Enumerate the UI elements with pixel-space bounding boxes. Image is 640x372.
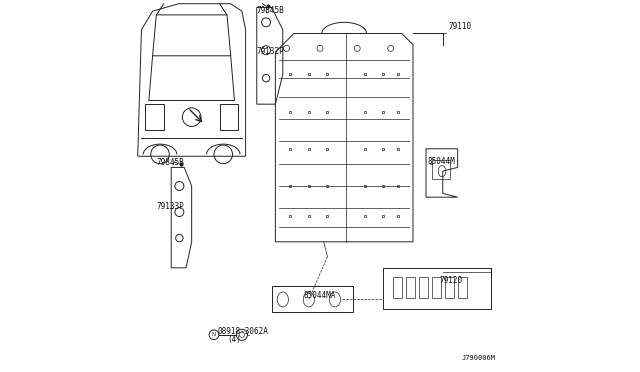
Bar [271, 286, 353, 312]
Text: 79133P: 79133P [156, 202, 184, 211]
Text: 79132P: 79132P [257, 47, 285, 56]
Text: 79120: 79120 [439, 276, 462, 285]
Bar [383, 268, 491, 309]
Bar [419, 277, 428, 298]
Bar [392, 277, 402, 298]
Bar [145, 104, 164, 130]
Text: (4): (4) [227, 335, 241, 344]
Bar [445, 277, 454, 298]
Text: J790006M: J790006M [461, 355, 495, 361]
Text: 85044M: 85044M [428, 157, 456, 166]
Text: 08918-3062A: 08918-3062A [218, 327, 269, 336]
Bar [431, 277, 441, 298]
Text: 79845B: 79845B [257, 6, 285, 15]
Text: 79845B: 79845B [156, 158, 184, 167]
Bar [406, 277, 415, 298]
Text: 79110: 79110 [449, 22, 472, 31]
Text: N: N [212, 332, 216, 337]
Text: 85044MA: 85044MA [303, 291, 335, 300]
Bar [458, 277, 467, 298]
Bar [220, 104, 238, 130]
